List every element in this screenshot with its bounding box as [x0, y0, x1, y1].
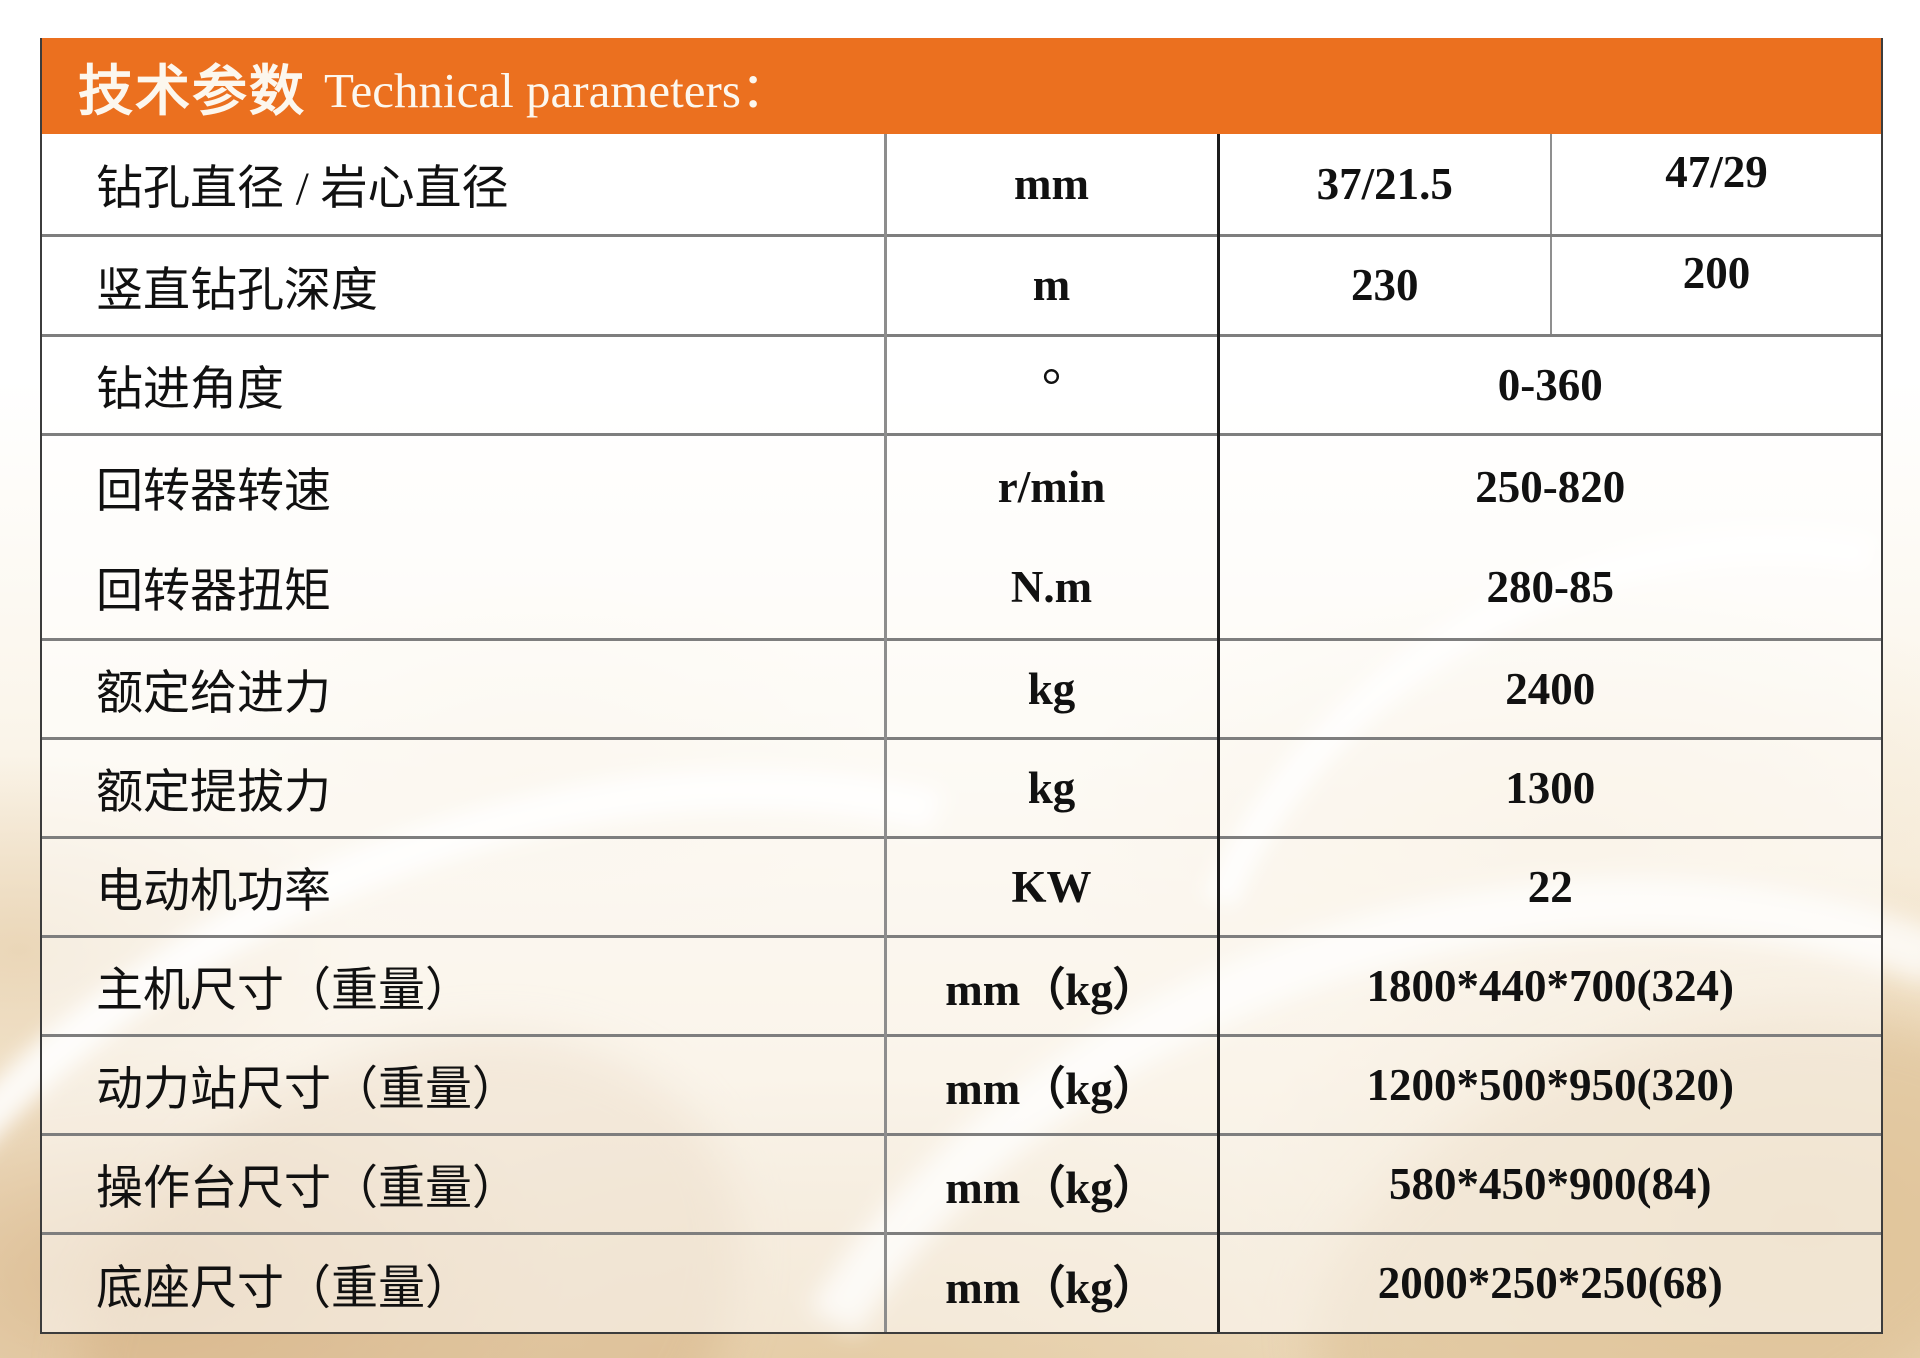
table-row: 操作台尺寸（重量） mm（kg） 580*450*900(84)	[42, 1132, 1881, 1233]
param-unit-cell: mm（kg）	[883, 1132, 1218, 1233]
parameters-table-container: 技术参数 Technical parameters： 钻孔直径 / 岩心直径 m…	[40, 38, 1883, 1334]
param-unit-cell: m	[883, 233, 1218, 335]
param-unit-cell: KW	[883, 835, 1218, 936]
param-label-cell: 钻孔直径 / 岩心直径	[96, 163, 509, 216]
param-unit-cell: kg	[883, 736, 1218, 837]
table-row: 回转器转速 回转器扭矩 r/min N.m 250-820 280-85	[42, 432, 1881, 639]
table-row: 动力站尺寸（重量） mm（kg） 1200*500*950(320)	[42, 1033, 1881, 1134]
param-label-cell: 竖直钻孔深度	[42, 233, 885, 335]
param-unit-cell: °	[883, 333, 1218, 434]
param-value-cell: 47/29	[1550, 134, 1881, 235]
table-row: 底座尺寸（重量） mm（kg） 2000*250*250(68)	[42, 1231, 1881, 1332]
parameters-table: 钻孔直径 / 岩心直径 mm 37/21.5 47/29 竖直钻孔深度 m 23…	[42, 134, 1881, 1332]
param-label-cell: 动力站尺寸（重量）	[42, 1033, 885, 1134]
param-value: 200	[1682, 248, 1751, 298]
param-value-cell: 1200*500*950(320)	[1216, 1033, 1881, 1134]
param-unit-cell: kg	[883, 637, 1218, 738]
param-value: 47/29	[1665, 146, 1768, 197]
param-label-cell: 钻进角度	[42, 333, 885, 434]
param-unit-cell: mm（kg）	[883, 934, 1218, 1035]
param-value: 280-85	[1486, 561, 1615, 612]
param-label-cell: 电动机功率	[42, 835, 885, 936]
param-label-cell: 额定提拔力	[42, 736, 885, 837]
param-value-cell: 0-360	[1216, 333, 1881, 434]
table-row: 主机尺寸（重量） mm（kg） 1800*440*700(324)	[42, 934, 1881, 1035]
param-label: 回转器转速	[96, 466, 331, 518]
param-value-cell: 230	[1216, 233, 1551, 335]
param-value-cell: 1800*440*700(324)	[1216, 934, 1881, 1035]
param-unit-cell: r/min N.m	[883, 432, 1218, 639]
param-value-cell: 37/21.5	[1216, 134, 1551, 235]
param-label: 回转器扭矩	[96, 566, 331, 618]
table-title-zh: 技术参数	[78, 61, 307, 122]
table-title-bar: 技术参数 Technical parameters：	[42, 38, 1881, 134]
table-row: 竖直钻孔深度 m 230 200	[42, 233, 1881, 335]
param-value-cell: 2000*250*250(68)	[1216, 1231, 1881, 1332]
param-value-cell: 200	[1550, 233, 1881, 335]
param-unit-cell: mm	[883, 134, 1218, 235]
table-row: 钻孔直径 / 岩心直径 mm 37/21.5 47/29	[42, 134, 1881, 235]
param-label-cell: 回转器转速 回转器扭矩	[42, 432, 885, 639]
param-value: 250-820	[1475, 461, 1626, 512]
param-unit-cell: mm（kg）	[883, 1033, 1218, 1134]
param-label-cell: 主机尺寸（重量）	[42, 934, 885, 1035]
param-label-cell: 底座尺寸（重量）	[42, 1231, 885, 1332]
param-unit-cell: mm（kg）	[883, 1231, 1218, 1332]
table-row: 额定提拔力 kg 1300	[42, 736, 1881, 837]
param-value-cell: 1300	[1216, 736, 1881, 837]
param-label-cell: 操作台尺寸（重量）	[42, 1132, 885, 1233]
table-title-en: Technical parameters：	[324, 62, 790, 118]
param-value-cell: 250-820 280-85	[1216, 432, 1881, 639]
table-row: 电动机功率 KW 22	[42, 835, 1881, 936]
table-row: 额定给进力 kg 2400	[42, 637, 1881, 738]
param-unit: N.m	[1010, 561, 1093, 612]
param-value-cell: 2400	[1216, 637, 1881, 738]
param-unit: r/min	[997, 461, 1106, 512]
param-label-cell: 额定给进力	[42, 637, 885, 738]
param-value-cell: 580*450*900(84)	[1216, 1132, 1881, 1233]
table-row: 钻进角度 ° 0-360	[42, 333, 1881, 434]
param-value-cell: 22	[1216, 835, 1881, 936]
